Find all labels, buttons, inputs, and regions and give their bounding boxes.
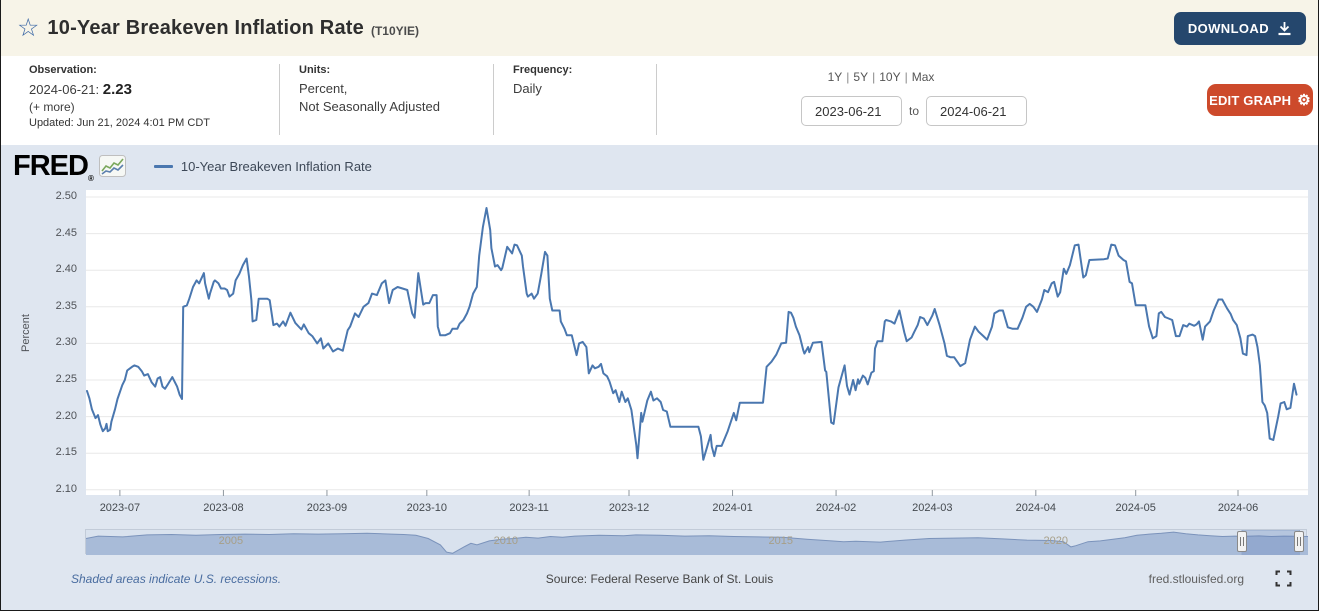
minimap-year-label: 2005 — [218, 535, 244, 547]
date-range-controls: to — [801, 96, 1028, 126]
legend-line-swatch — [153, 164, 173, 168]
range-separator: | — [846, 70, 850, 84]
x-axis-tick-label: 2024-04 — [1015, 502, 1056, 514]
main-chart: Percent 2.50 2.45 2.40 2.35 2.30 2.25 2.20 2.15… — [1, 185, 1318, 520]
range-link-max[interactable]: Max — [911, 70, 935, 84]
observation-value: 2.23 — [102, 81, 132, 98]
frequency-value: Daily — [513, 81, 542, 96]
download-button-label: DOWNLOAD — [1187, 20, 1269, 36]
legend-series-label: 10-Year Breakeven Inflation Rate — [180, 158, 372, 174]
y-axis-tick-label: 2.35 — [55, 299, 77, 312]
units-value-line1: Percent, — [299, 81, 348, 96]
minimap-year-label: 2010 — [493, 535, 519, 547]
plot-background — [86, 190, 1308, 495]
minimap-area — [86, 532, 1308, 555]
y-axis-tick-label: 2.40 — [55, 263, 77, 276]
observation-block: Observation: 2024-06-21: 2.23 (+ more) U… — [29, 64, 210, 129]
date-from-input[interactable] — [801, 96, 902, 126]
y-axis-tick-label: 2.20 — [55, 409, 77, 422]
divider — [279, 64, 280, 135]
site-url: fred.stlouisfed.org — [1148, 572, 1244, 586]
units-block: Units: Percent, Not Seasonally Adjusted — [299, 64, 440, 115]
y-axis-tick-label: 2.30 — [55, 336, 77, 349]
series-ticker: (T10YIE) — [370, 23, 419, 38]
page-footer: Shaded areas indicate U.S. recessions. S… — [1, 560, 1318, 610]
series-line — [86, 207, 1298, 461]
minimap-range-slider[interactable]: 2005 2010 2015 2020 — [85, 529, 1308, 555]
plot-area[interactable] — [86, 185, 1308, 497]
y-axis-tick-label: 2.25 — [55, 373, 77, 385]
date-to-input[interactable] — [926, 96, 1028, 126]
date-to-label: to — [909, 104, 920, 118]
edit-graph-label: EDIT GRAPH — [1209, 92, 1292, 108]
divider — [656, 64, 657, 135]
page-title: 10-Year Breakeven Inflation Rate — [47, 16, 364, 39]
source-text: Source: Federal Reserve Bank of St. Loui… — [545, 572, 774, 586]
fred-chart-icon — [98, 155, 126, 177]
minimap-selection — [1241, 530, 1300, 555]
y-axis-tick-label: 2.50 — [55, 190, 77, 202]
page-header: ☆ 10-Year Breakeven Inflation Rate (T10Y… — [1, 0, 1318, 56]
observation-date: 2024-06-21: — [29, 82, 100, 97]
control-bar: Observation: 2024-06-21: 2.23 (+ more) U… — [1, 56, 1318, 145]
more-observations-link[interactable]: (+ more) — [29, 100, 75, 115]
range-link-5y[interactable]: 5Y — [853, 70, 869, 84]
minimap-area-chart — [86, 530, 1308, 555]
y-axis-tick-label: 2.45 — [55, 226, 77, 239]
favorite-star-icon[interactable]: ☆ — [17, 13, 40, 42]
legend-item[interactable]: 10-Year Breakeven Inflation Rate — [153, 158, 372, 174]
range-separator: | — [872, 70, 876, 84]
fullscreen-icon[interactable] — [1275, 570, 1292, 587]
download-icon — [1278, 21, 1291, 35]
x-axis-tick-label: 2024-02 — [815, 502, 857, 514]
recession-note: Shaded areas indicate U.S. recessions. — [71, 572, 282, 586]
download-button[interactable]: DOWNLOAD — [1173, 11, 1306, 45]
range-link-1y[interactable]: 1Y — [827, 70, 843, 84]
divider — [493, 64, 494, 135]
x-axis-tick-label: 2024-03 — [912, 502, 953, 514]
minimap-year-label: 2020 — [1043, 535, 1068, 547]
edit-graph-button[interactable]: EDIT GRAPH ⚙ — [1207, 84, 1313, 116]
minimap-left-handle[interactable] — [1237, 531, 1247, 552]
x-axis-tick-label: 2023-10 — [406, 502, 447, 514]
updated-timestamp: Updated: Jun 21, 2024 4:01 PM CDT — [29, 117, 210, 130]
x-axis-tick-label: 2023-08 — [203, 502, 244, 514]
minimap-outline — [86, 531, 1308, 554]
units-value-line2: Not Seasonally Adjusted — [299, 98, 440, 114]
frequency-label: Frequency: — [513, 64, 573, 76]
range-link-10y[interactable]: 10Y — [879, 70, 901, 84]
x-axis-tick-label: 2023-12 — [608, 502, 650, 514]
units-label: Units: — [299, 64, 331, 76]
minimap-year-label: 2015 — [768, 535, 794, 547]
x-axis-tick-label: 2023-07 — [99, 502, 141, 514]
observation-label: Observation: — [29, 64, 97, 76]
gear-icon: ⚙ — [1297, 91, 1311, 109]
range-selector: 1Y | 5Y | 10Y | Max — [811, 70, 951, 84]
y-axis-tick-label: 2.10 — [55, 482, 77, 495]
x-axis-tick-label: 2024-06 — [1217, 502, 1259, 514]
brand-row: FRED® 10-Year Breakeven Inflation Rate — [13, 149, 372, 183]
fred-logo: FRED® — [13, 149, 94, 183]
frequency-block: Frequency: Daily — [513, 64, 572, 98]
x-axis-tick-label: 2024-01 — [712, 502, 753, 514]
range-separator: | — [904, 70, 908, 84]
minimap-right-handle[interactable] — [1294, 531, 1305, 552]
x-axis-tick-label: 2024-05 — [1115, 502, 1156, 514]
x-axis-tick-label: 2023-09 — [306, 502, 348, 514]
x-axis-tick-label: 2023-11 — [509, 502, 549, 514]
y-axis-tick-label: 2.15 — [55, 446, 77, 459]
